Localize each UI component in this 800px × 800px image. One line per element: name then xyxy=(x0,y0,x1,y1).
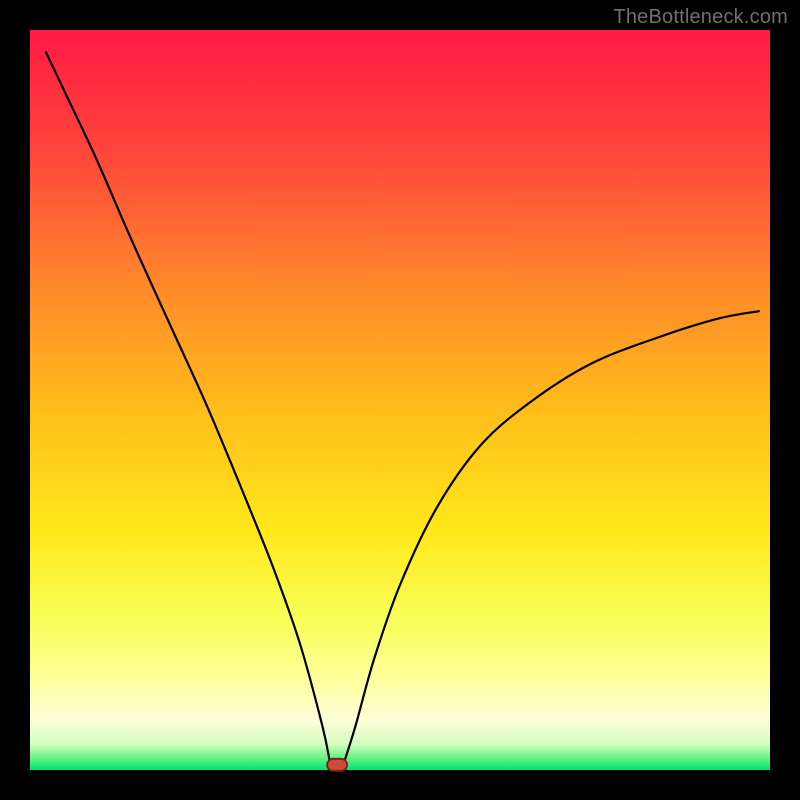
plot-background xyxy=(30,30,770,770)
watermark-text: TheBottleneck.com xyxy=(613,6,788,29)
chart-container: { "watermark_text": "TheBottleneck.com",… xyxy=(0,0,800,800)
valley-marker xyxy=(327,759,347,771)
bottleneck-chart xyxy=(0,0,800,800)
